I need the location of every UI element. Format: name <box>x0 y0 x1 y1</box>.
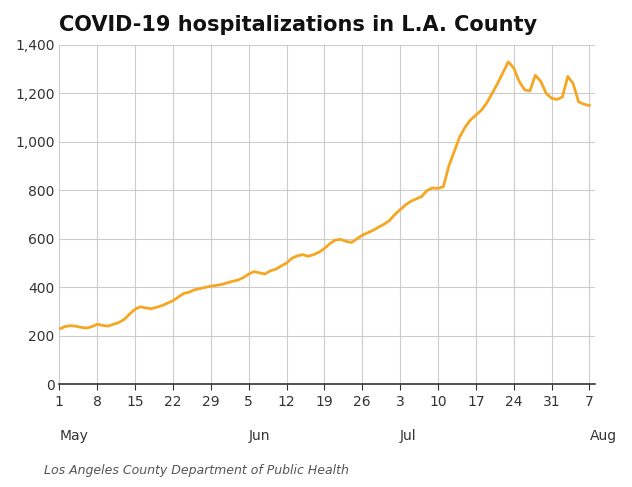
Text: Los Angeles County Department of Public Health: Los Angeles County Department of Public … <box>44 464 349 477</box>
Text: Aug: Aug <box>590 429 617 443</box>
Text: COVID-19 hospitalizations in L.A. County: COVID-19 hospitalizations in L.A. County <box>59 15 537 35</box>
Text: Jun: Jun <box>248 429 270 443</box>
Text: Jul: Jul <box>400 429 416 443</box>
Text: May: May <box>59 429 88 443</box>
